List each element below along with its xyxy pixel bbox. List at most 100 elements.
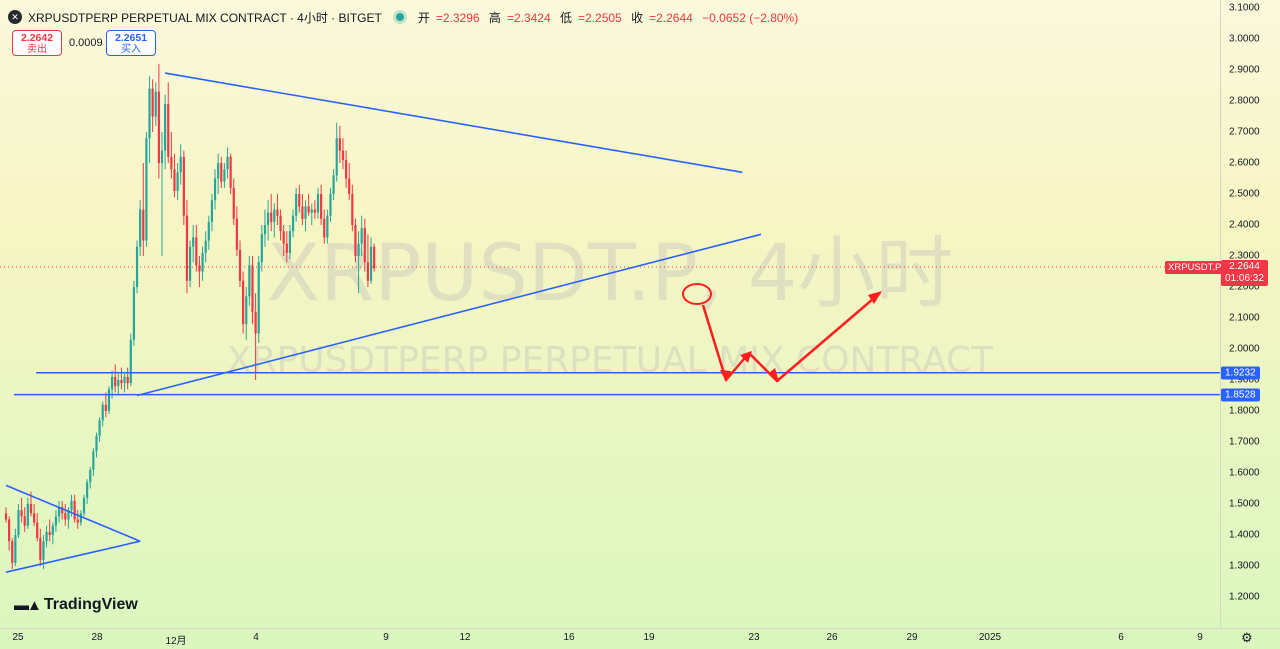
trendline[interactable]	[5, 484, 141, 542]
candle-body	[126, 376, 129, 384]
candle	[170, 132, 173, 179]
candle-body	[104, 404, 107, 411]
candle-body	[79, 513, 82, 523]
candle	[48, 519, 51, 542]
candle	[263, 209, 267, 247]
candle	[338, 125, 341, 163]
sell-label: 卖出	[27, 44, 47, 55]
candle-body	[42, 541, 45, 560]
sell-button[interactable]: 2.2642 卖出	[12, 30, 62, 56]
candle	[185, 200, 189, 294]
candle-body	[95, 435, 98, 452]
chart-plot-area[interactable]: XRPUSDT.P, 4小时 XRPUSDTPERP PERPETUAL MIX…	[0, 0, 1220, 628]
candle-body	[123, 376, 126, 384]
bar-countdown: 01:06:32	[1225, 273, 1264, 284]
time-tick: 19	[643, 632, 655, 643]
candle	[326, 209, 329, 244]
current-price-value: 2.2644	[1229, 261, 1260, 272]
candle	[304, 200, 307, 232]
trendline[interactable]	[136, 233, 762, 397]
time-tick: 12	[459, 632, 471, 643]
candle	[245, 287, 248, 340]
tradingview-logo[interactable]: ▬▲ TradingView	[14, 596, 138, 614]
candle	[307, 194, 310, 216]
market-open-icon	[395, 13, 404, 21]
candle-body	[36, 522, 39, 539]
current-symbol-tag: XRPUSDT.P	[1165, 261, 1225, 274]
candle-body	[204, 240, 207, 253]
candle	[101, 401, 104, 427]
trendline[interactable]	[5, 540, 141, 573]
gear-icon[interactable]: ⚙	[1241, 630, 1253, 645]
candle	[54, 510, 58, 532]
candle-body	[320, 194, 323, 219]
price-tick: 1.4000	[1229, 529, 1260, 541]
level-2-tag: 1.8528	[1221, 388, 1260, 402]
drawing-layer[interactable]	[5, 72, 1220, 573]
time-tick: 4	[253, 632, 259, 643]
candle-body	[176, 172, 179, 191]
candle	[51, 522, 54, 545]
current-price-tag: 2.2644 01:06:32	[1221, 260, 1268, 286]
symbol-header: ✕ XRPUSDTPERP PERPETUAL MIX CONTRACT · 4…	[8, 8, 804, 26]
candle	[123, 373, 126, 393]
candle	[36, 513, 39, 542]
price-tick: 2.3000	[1229, 250, 1260, 262]
candle	[89, 466, 92, 489]
candle-body	[11, 541, 14, 563]
candle	[204, 231, 207, 263]
candle	[260, 225, 263, 272]
highlight-ellipse[interactable]	[682, 283, 712, 305]
price-tick: 2.0000	[1229, 343, 1260, 355]
candle-body	[366, 262, 370, 281]
candle-body	[307, 206, 310, 213]
candle-body	[220, 163, 223, 182]
candle-body	[8, 519, 11, 542]
candle	[126, 367, 129, 390]
candle-body	[304, 206, 307, 219]
candle	[26, 497, 29, 529]
candle-body	[223, 169, 226, 182]
candle-body	[257, 262, 260, 334]
candle-body	[207, 221, 210, 241]
forecast-annotation[interactable]	[682, 283, 882, 383]
symbol-title[interactable]: XRPUSDTPERP PERPETUAL MIX CONTRACT · 4小时…	[28, 10, 382, 25]
candle-body	[110, 376, 114, 390]
candle	[148, 76, 151, 163]
price-tick: 1.2000	[1229, 591, 1260, 603]
candle	[313, 200, 316, 219]
candle-body	[73, 500, 76, 520]
candle	[61, 500, 64, 520]
candle	[344, 150, 348, 188]
trendline[interactable]	[164, 72, 743, 174]
candle	[57, 500, 61, 523]
buy-button[interactable]: 2.2651 买入	[106, 30, 156, 56]
candle	[232, 178, 235, 225]
change-value: −0.0652 (−2.80%)	[702, 10, 799, 25]
price-tick: 2.9000	[1229, 64, 1260, 76]
candle	[226, 147, 229, 179]
candle	[198, 256, 201, 287]
candle-body	[288, 231, 292, 253]
candle-body	[232, 187, 235, 219]
candle	[8, 516, 11, 551]
candle	[341, 138, 345, 170]
candle-body	[135, 246, 139, 287]
candle-body	[188, 246, 192, 281]
candle	[332, 169, 335, 201]
candle-body	[32, 513, 36, 523]
candle-body	[54, 516, 58, 526]
candle-body	[348, 178, 351, 194]
candle	[282, 225, 285, 256]
candle-body	[251, 265, 254, 312]
candle-body	[273, 209, 276, 222]
price-tick: 2.1000	[1229, 312, 1260, 324]
price-axis[interactable]: 3.1000 3.0000 2.9000 2.8000 2.7000 2.6000 2.50…	[1220, 0, 1280, 628]
candle-body	[213, 178, 217, 201]
candle	[14, 528, 17, 566]
candle	[213, 169, 217, 210]
time-axis[interactable]: ⚙ 25 28 12月 4 9 12 16 19 23 26 29 2025 6 9	[0, 628, 1280, 649]
high-value: =2.3424	[506, 10, 551, 25]
candle	[291, 209, 295, 238]
